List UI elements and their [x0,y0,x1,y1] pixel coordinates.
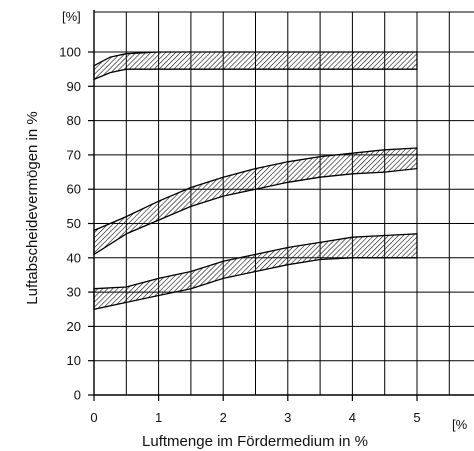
x-tick-label: 2 [220,410,227,425]
y-tick-label: 20 [67,319,81,334]
x-unit-label: [% [452,417,468,432]
y-tick-label: 10 [67,353,81,368]
band-2 [93,147,418,256]
y-axis-title: Luftabscheidevermögen in % [24,111,41,304]
grid [94,11,474,395]
y-tick-label: 80 [67,113,81,128]
band-3 [93,233,418,311]
x-tick-label: 5 [413,410,420,425]
y-tick-label: 100 [59,45,81,60]
y-unit-label: [%] [62,9,81,24]
y-tick-label: 40 [67,250,81,265]
x-tick-label: 1 [155,410,162,425]
x-tick-label: 3 [284,410,291,425]
x-tick-label: 0 [90,410,97,425]
axes [88,10,474,401]
x-tick-label: 4 [349,410,356,425]
tick-labels: 0 10 20 30 40 50 60 70 80 90 100 0 1 2 3 4 5 [59,45,420,426]
y-tick-label: 90 [67,79,81,94]
band-1 [93,51,418,81]
y-tick-label: 50 [67,216,81,231]
x-axis-title: Luftmenge im Fördermedium in % [142,433,368,450]
y-tick-label: 30 [67,285,81,300]
bands [93,51,418,311]
y-tick-label: 0 [74,388,81,403]
y-tick-label: 70 [67,147,81,162]
y-tick-label: 60 [67,182,81,197]
